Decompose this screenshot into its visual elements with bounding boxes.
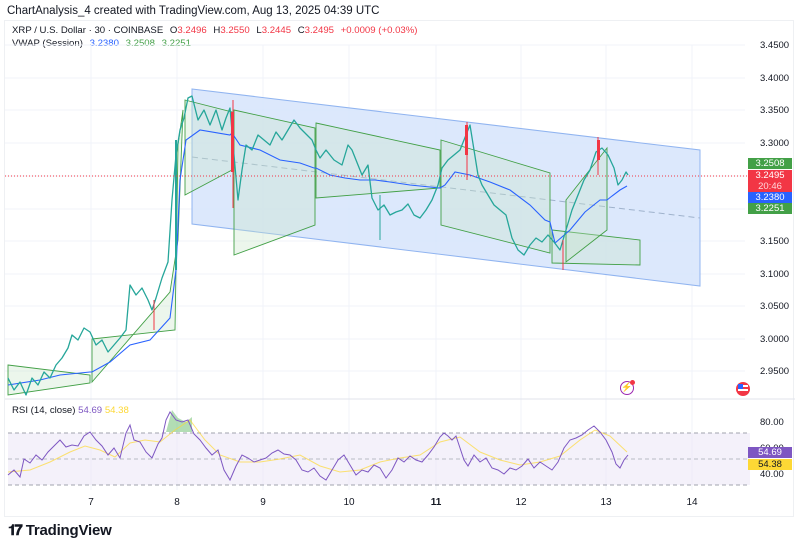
svg-text:2.9500: 2.9500 bbox=[760, 366, 789, 377]
upper-band-tag: 3.2508 bbox=[748, 158, 792, 169]
chart-caption: ChartAnalysis_4 created with TradingView… bbox=[7, 5, 380, 17]
lower-band-tag: 3.2251 bbox=[748, 203, 792, 214]
svg-text:3.1000: 3.1000 bbox=[760, 269, 789, 280]
svg-text:3.3500: 3.3500 bbox=[760, 105, 789, 116]
vwap-tag: 3.2380 bbox=[748, 192, 792, 203]
last-price-tag: 3.2495 bbox=[748, 170, 792, 181]
chart-frame bbox=[4, 20, 794, 517]
svg-text:40.00: 40.00 bbox=[760, 469, 784, 480]
vwap-value: 3.2380 bbox=[89, 38, 119, 49]
us-flag-icon[interactable] bbox=[736, 382, 750, 396]
brand-name: TradingView bbox=[25, 522, 112, 539]
price-line bbox=[7, 95, 629, 396]
svg-text:3.1500: 3.1500 bbox=[760, 236, 789, 247]
close-value: 3.2495 bbox=[304, 25, 334, 36]
vwap-lower-value: 3.2251 bbox=[161, 38, 191, 49]
rsi-value-tag: 54.69 bbox=[748, 447, 792, 458]
rsi-legend-ma: 54.38 bbox=[104, 405, 129, 416]
rsi-line bbox=[7, 411, 629, 482]
tradingview-logo-icon: 𝟏𝟕 bbox=[8, 522, 23, 539]
change-value: +0.0009 (+0.03%) bbox=[340, 25, 418, 36]
rsi-legend[interactable]: RSI (14, close) 54.69 54.38 bbox=[12, 405, 129, 416]
symbol-legend[interactable]: XRP / U.S. Dollar · 30 · COINBASE O3.249… bbox=[12, 25, 418, 36]
vwap-upper-value: 3.2508 bbox=[125, 38, 155, 49]
low-value: 3.2445 bbox=[261, 25, 292, 36]
vwap-legend[interactable]: VWAP (Session) 3.2380 3.2508 3.2251 bbox=[12, 38, 195, 49]
svg-text:80.00: 80.00 bbox=[760, 417, 784, 428]
high-value: 3.2550 bbox=[220, 25, 250, 36]
bar-countdown: 20:46 bbox=[748, 181, 792, 192]
svg-text:3.4000: 3.4000 bbox=[760, 73, 789, 84]
vwap-line bbox=[7, 129, 628, 386]
rsi-ma-line bbox=[7, 419, 628, 473]
svg-text:3.0500: 3.0500 bbox=[760, 301, 789, 312]
rsi-label: RSI (14, close) bbox=[12, 405, 76, 416]
svg-text:3.4500: 3.4500 bbox=[760, 40, 789, 51]
svg-text:3.3000: 3.3000 bbox=[760, 138, 789, 149]
channel-median bbox=[191, 156, 701, 219]
tradingview-brand[interactable]: 𝟏𝟕 TradingView bbox=[8, 522, 112, 539]
vwap-bands bbox=[7, 99, 641, 396]
open-value: 3.2496 bbox=[177, 25, 207, 36]
vwap-label: VWAP (Session) bbox=[12, 38, 83, 49]
lightning-event-icon[interactable]: ⚡ bbox=[620, 380, 635, 395]
candles bbox=[153, 100, 600, 330]
rsi-ma-tag: 54.38 bbox=[748, 459, 792, 470]
price-axis[interactable]: 3.4500 3.4000 3.3500 3.3000 3.1500 3.100… bbox=[760, 40, 789, 377]
svg-text:3.0000: 3.0000 bbox=[760, 334, 789, 345]
symbol-name: XRP / U.S. Dollar · 30 · COINBASE bbox=[12, 25, 164, 36]
rsi-legend-value: 54.69 bbox=[78, 405, 103, 416]
